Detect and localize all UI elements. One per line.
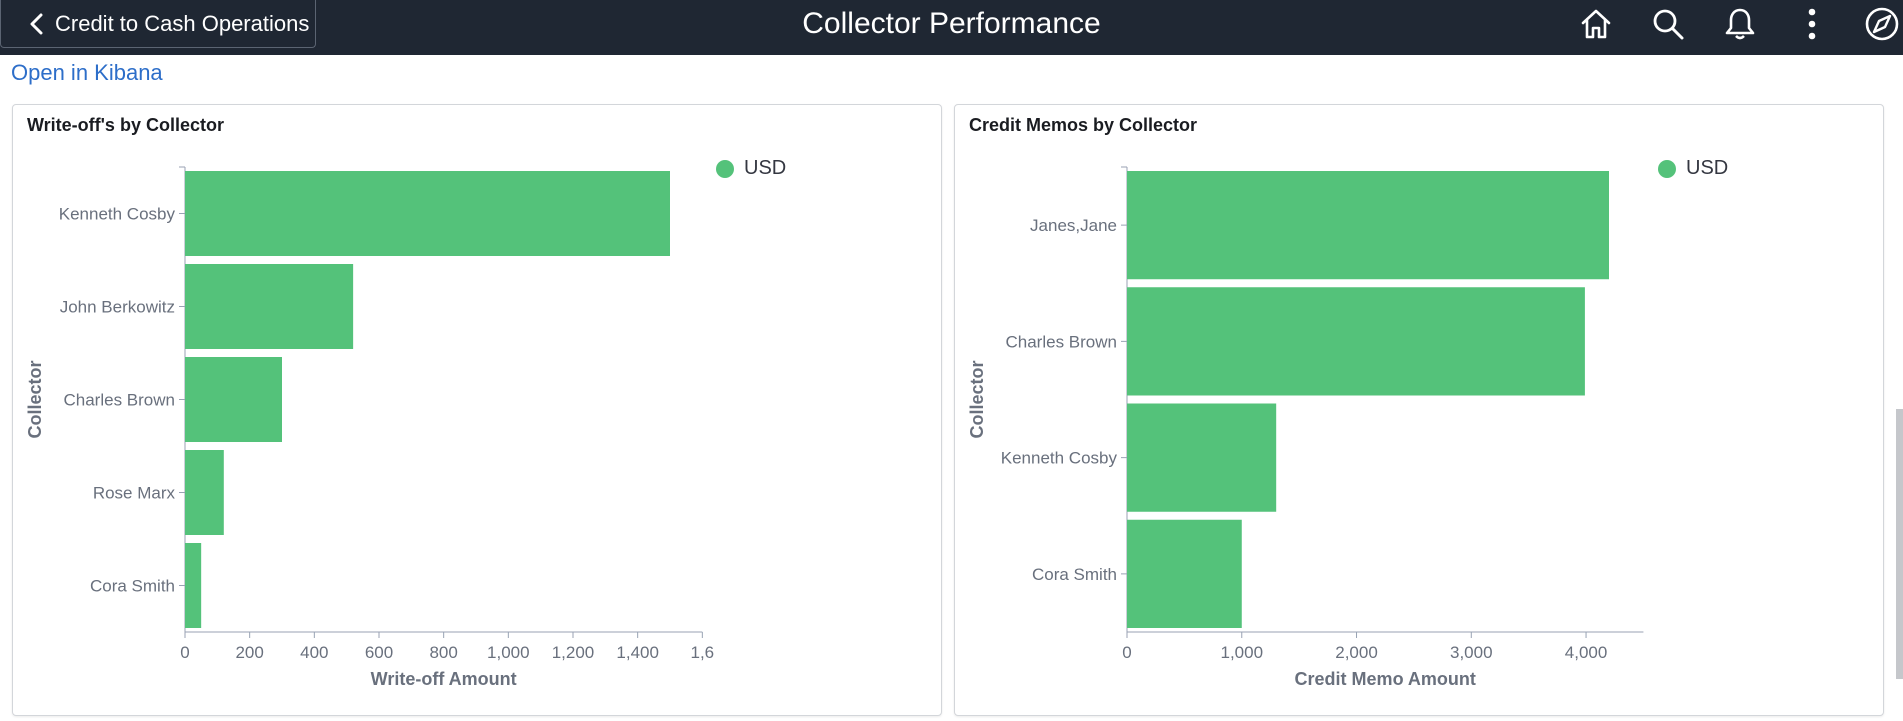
x-tick-label: 1,6 [691, 643, 715, 662]
x-tick-label: 1,200 [552, 643, 595, 662]
bar [185, 543, 202, 628]
legend-label: USD [744, 157, 787, 179]
x-tick-label: 2,000 [1335, 643, 1378, 662]
open-in-kibana-link[interactable]: Open in Kibana [11, 60, 163, 85]
x-tick-label: 3,000 [1450, 643, 1493, 662]
x-tick-label: 1,000 [1220, 643, 1263, 662]
x-tick-label: 0 [180, 643, 189, 662]
bar [185, 357, 282, 442]
writeoff-chart-panel: Write-off's by Collector Kenneth Cosby Jo… [12, 104, 942, 716]
x-tick-label: 800 [429, 643, 457, 662]
back-button[interactable]: Credit to Cash Operations [0, 0, 316, 48]
x-tick-label: 1,400 [616, 643, 659, 662]
compass-icon[interactable] [1862, 4, 1902, 44]
more-vertical-icon[interactable] [1792, 4, 1832, 44]
x-axis-title: Write-off Amount [371, 669, 517, 689]
chart-title: Credit Memos by Collector [969, 115, 1198, 135]
legend-label: USD [1686, 157, 1729, 179]
bar [185, 171, 670, 256]
y-tick-label: Charles Brown [1006, 332, 1118, 351]
x-tick-label: 1,000 [487, 643, 530, 662]
home-icon[interactable] [1576, 4, 1616, 44]
writeoff-bar-chart: Kenneth Cosby John Berkowitz Charles Brown… [25, 166, 715, 689]
chart-title: Write-off's by Collector [27, 115, 224, 135]
bar [1127, 287, 1585, 396]
y-tick-label: Kenneth Cosby [1001, 449, 1118, 468]
credit-memo-chart-panel: Credit Memos by Collector Janes,Jane Char… [954, 104, 1884, 716]
x-tick-label: 4,000 [1565, 643, 1608, 662]
y-tick-label: Kenneth Cosby [59, 205, 176, 224]
y-tick-label: Charles Brown [64, 391, 176, 410]
x-tick-label: 400 [300, 643, 328, 662]
y-tick-label: Cora Smith [90, 577, 175, 596]
y-tick-label: John Berkowitz [60, 298, 175, 317]
y-tick-label: Janes,Jane [1030, 216, 1117, 235]
chart-legend[interactable]: USD [716, 157, 786, 180]
credit-memo-bar-chart: Janes,Jane Charles Brown Kenneth Cosby Cora… [967, 166, 1644, 689]
x-tick-label: 0 [1122, 643, 1131, 662]
bar [1127, 519, 1242, 628]
legend-swatch [1658, 159, 1676, 178]
top-banner: Credit to Cash Operations Collector Perf… [0, 0, 1903, 55]
y-tick-label: Cora Smith [1032, 565, 1117, 584]
x-axis-title: Credit Memo Amount [1295, 669, 1476, 689]
bar [185, 264, 354, 349]
bar [185, 450, 224, 535]
scrollbar-thumb[interactable] [1896, 409, 1903, 679]
page-scrollbar[interactable] [1896, 104, 1903, 721]
chevron-left-icon [25, 13, 47, 35]
y-axis-title: Collector [967, 360, 987, 438]
search-icon[interactable] [1648, 4, 1688, 44]
x-tick-label: 200 [235, 643, 263, 662]
bell-icon[interactable] [1720, 4, 1760, 44]
x-tick-label: 600 [365, 643, 393, 662]
y-axis-title: Collector [25, 360, 45, 438]
y-tick-label: Rose Marx [93, 484, 176, 503]
chart-legend[interactable]: USD [1658, 157, 1728, 180]
bar [1127, 171, 1609, 280]
legend-swatch [716, 159, 734, 178]
bar [1127, 403, 1277, 512]
back-button-label: Credit to Cash Operations [55, 10, 310, 36]
